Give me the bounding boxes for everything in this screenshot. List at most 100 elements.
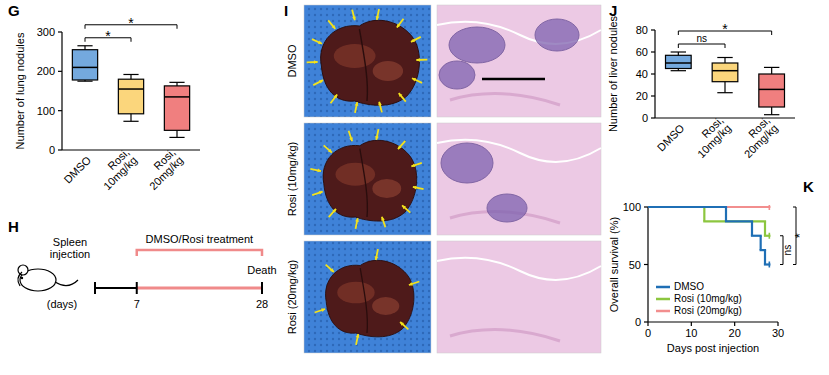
category-label: Rosi,20mg/kg — [734, 114, 780, 160]
arrow-head — [416, 58, 420, 62]
whisker-cap — [123, 121, 138, 122]
x-tick-label: 10 — [685, 327, 697, 339]
category-label: Rosi,10mg/kg — [687, 114, 733, 160]
survival-step — [704, 220, 765, 222]
whisker-cap — [764, 67, 779, 68]
y-tick — [651, 51, 655, 52]
histology-bg — [437, 241, 601, 353]
category-label: Rosi,20mg/kg — [139, 146, 185, 192]
censor-tick — [769, 233, 771, 239]
survival-drop — [703, 207, 705, 221]
liver — [326, 260, 414, 336]
label-line: 20mg/kg — [147, 154, 185, 192]
arrow-shaft — [382, 217, 385, 227]
x-tick-label: 0 — [645, 327, 651, 339]
treatment-timeline — [137, 287, 262, 290]
arrow-shaft — [329, 209, 336, 217]
arrow-shaft — [400, 322, 408, 329]
liver-photo-bg — [304, 123, 431, 235]
marks — [666, 52, 785, 115]
category-label: Rosi,10mg/kg — [93, 146, 139, 192]
box — [164, 86, 189, 130]
censor-tick — [769, 262, 771, 268]
arrow-shaft — [416, 59, 427, 61]
label-line: Spleen — [53, 236, 87, 248]
arrow-head — [330, 268, 334, 272]
legend-swatch — [656, 298, 670, 301]
arrow-shaft — [397, 19, 404, 28]
y-tick — [644, 264, 648, 265]
significance-label: * — [128, 15, 134, 31]
y-tick — [651, 117, 655, 118]
arrow-shaft — [411, 37, 421, 42]
arrow-head — [381, 217, 385, 221]
arrow-head — [328, 149, 332, 153]
x-tick — [777, 322, 778, 326]
median — [712, 70, 738, 72]
arrow-head — [400, 322, 404, 326]
step-chart: 0501000102030Days post injectionOverall … — [608, 201, 807, 354]
panel-letter: K — [803, 178, 814, 195]
legend-label: Rosi (20mg/kg) — [674, 305, 742, 316]
box — [712, 63, 738, 82]
liver-lobe-line — [360, 268, 367, 333]
whisker-cap — [123, 74, 138, 75]
liver-photo-bg — [304, 5, 431, 117]
arrow-head — [356, 334, 360, 338]
box — [666, 55, 692, 68]
histology-bg — [437, 5, 601, 117]
arrow-head — [397, 24, 401, 28]
y-tick — [58, 71, 62, 72]
arrow-shaft — [412, 78, 422, 83]
panel-letter: G — [8, 2, 20, 19]
legend-label: DMSO — [674, 281, 704, 292]
significance-label: * — [792, 233, 807, 238]
arrow-head — [317, 168, 321, 172]
x-axis — [648, 321, 778, 322]
whisker-cap — [717, 57, 732, 58]
arrow-head — [332, 209, 336, 213]
arrow-head — [402, 205, 406, 209]
start-event-label: Spleeninjection — [50, 236, 90, 260]
liver-highlight — [373, 61, 403, 81]
arrow-shaft — [411, 163, 421, 166]
whisker-cap — [169, 137, 184, 138]
arrow-head — [398, 145, 402, 149]
arrow-shaft — [328, 20, 335, 28]
liver-lobe-line — [360, 149, 368, 217]
figure: GHIJK0100200300Number of lung nodulesDMS… — [0, 0, 829, 375]
row-label: Rosi (20mg/kg) — [286, 260, 298, 335]
y-tick — [58, 31, 62, 32]
significance-label: ns — [696, 33, 707, 44]
timeline-start — [94, 282, 96, 294]
arrow-shaft — [326, 265, 334, 272]
image-panel: DMSORosi (10mg/kg)Rosi (20mg/kg) — [286, 5, 601, 353]
x-axis — [655, 117, 795, 118]
y-tick-label: 60 — [636, 46, 648, 58]
y-axis-label: Number of liver nodules — [607, 15, 619, 132]
box-chart: 020406080Number of liver nodulesDMSORosi… — [607, 15, 795, 160]
whisker-cap — [169, 82, 184, 83]
legend-label: Rosi (10mg/kg) — [674, 293, 742, 304]
arrow-head — [334, 94, 338, 98]
arrow-head — [412, 78, 416, 81]
label-line: injection — [50, 248, 90, 260]
survival-drop — [760, 236, 762, 250]
y-tick-label: 100 — [37, 105, 55, 117]
histology-tumor — [535, 19, 579, 51]
arrow-shaft — [402, 205, 410, 212]
timeline-tick — [261, 282, 263, 294]
y-axis-label: Number of lung nodules — [14, 32, 26, 149]
y-axis-label: Overall survival (%) — [608, 217, 620, 312]
arrow-shaft — [313, 80, 323, 85]
arrow-head — [332, 25, 336, 29]
x-tick — [647, 322, 648, 326]
timeline-tick-label: 7 — [134, 298, 140, 310]
arrow-shaft — [379, 102, 382, 113]
liver-photo-bg — [304, 241, 431, 353]
legend: DMSORosi (10mg/kg)Rosi (20mg/kg) — [656, 281, 742, 316]
y-tick — [58, 110, 62, 111]
row-label: DMSO — [286, 44, 298, 77]
arrow-shaft — [398, 141, 405, 149]
marks — [72, 46, 189, 138]
